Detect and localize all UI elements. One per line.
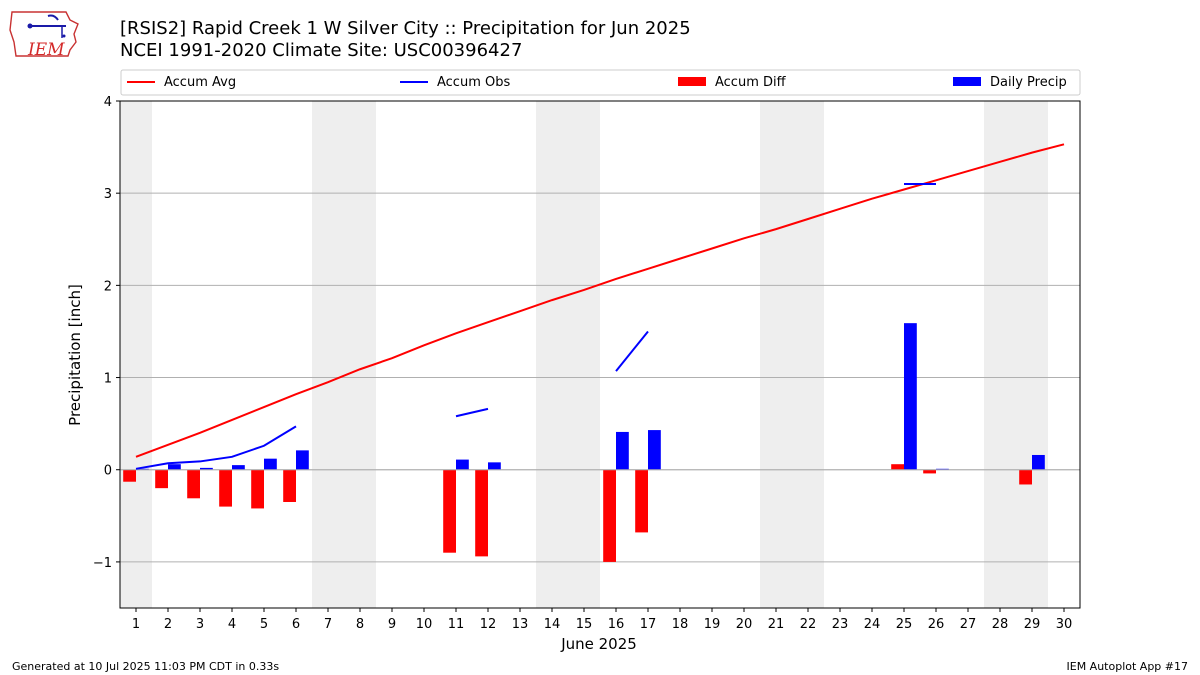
chart-subtitle: NCEI 1991-2020 Climate Site: USC00396427: [120, 40, 523, 61]
x-tick-label: 26: [928, 617, 945, 632]
logo-text: IEM: [28, 40, 65, 60]
x-tick-label: 10: [416, 617, 433, 632]
x-tick-label: 27: [960, 617, 977, 632]
legend-label-accum-avg: Accum Avg: [164, 75, 236, 90]
x-tick-label: 11: [448, 617, 465, 632]
daily-precip-bar: [296, 450, 309, 470]
weekend-band: [792, 101, 824, 608]
legend-box: [120, 69, 1081, 96]
accum-diff-bar: [635, 469, 648, 533]
x-tick-label: 20: [736, 617, 753, 632]
x-tick-label: 16: [608, 617, 625, 632]
x-tick-label: 1: [132, 617, 140, 632]
x-tick-label: 8: [356, 617, 364, 632]
app-credit: IEM Autoplot App #17: [1066, 660, 1189, 673]
x-tick-label: 18: [672, 617, 689, 632]
accum-obs-line: [135, 425, 297, 470]
weekend-band: [1016, 101, 1048, 608]
x-tick-label: 25: [896, 617, 913, 632]
accum-diff-bar: [603, 469, 616, 562]
x-tick-label: 17: [640, 617, 657, 632]
x-tick-label: 2: [164, 617, 172, 632]
weekend-band: [760, 101, 792, 608]
daily-precip-bar: [232, 465, 245, 470]
x-tick-label: 13: [512, 617, 529, 632]
weekend-band: [568, 101, 600, 608]
weekend-band: [312, 101, 344, 608]
legend-swatch-accum-diff: [678, 77, 706, 86]
daily-precip-bar: [488, 462, 501, 470]
x-tick-label: 22: [800, 617, 817, 632]
plot-frame: [119, 100, 1081, 609]
weekend-band: [984, 101, 1016, 608]
legend-swatch-daily-precip: [953, 77, 981, 86]
accum-obs-line: [615, 330, 649, 372]
accum-diff-bar: [251, 469, 264, 509]
y-tick-label: 3: [104, 187, 112, 202]
legend-label-accum-diff: Accum Diff: [715, 75, 787, 90]
accum-diff-bar: [923, 469, 936, 474]
x-tick-label: 3: [196, 617, 204, 632]
accum-obs-line: [455, 407, 489, 418]
x-tick-label: 4: [228, 617, 236, 632]
legend-label-accum-obs: Accum Obs: [437, 75, 510, 90]
x-tick-label: 12: [480, 617, 497, 632]
generated-timestamp: Generated at 10 Jul 2025 11:03 PM CDT in…: [12, 660, 280, 673]
x-tick-label: 23: [832, 617, 849, 632]
legend: Accum Avg Accum Obs Accum Diff Daily Precip: [120, 69, 1081, 96]
x-tick-label: 14: [544, 617, 561, 632]
weekend-band: [536, 101, 568, 608]
x-tick-label: 15: [576, 617, 593, 632]
y-tick-label: −1: [93, 556, 112, 571]
y-tick-label: 4: [104, 95, 112, 110]
accum-diff-bar: [123, 469, 136, 482]
x-tick-label: 29: [1024, 617, 1041, 632]
y-axis-label: Precipitation [inch]: [66, 284, 84, 426]
iowa-map-icon: [9, 11, 79, 57]
accum-diff-bar: [891, 464, 904, 470]
accum-diff-bar: [283, 469, 296, 502]
x-tick-label: 7: [324, 617, 332, 632]
daily-precip-bar: [456, 459, 469, 470]
accum-diff-bar: [187, 469, 200, 499]
x-tick-label: 30: [1056, 617, 1073, 632]
daily-precip-bar: [200, 467, 213, 470]
weekend-band: [344, 101, 376, 608]
daily-precip-bar: [648, 430, 661, 470]
daily-precip-bar: [264, 458, 277, 470]
chart-title: [RSIS2] Rapid Creek 1 W Silver City :: P…: [120, 18, 691, 39]
weekend-band: [120, 101, 152, 608]
accum-diff-bar: [475, 469, 488, 557]
daily-precip-bar: [1032, 454, 1045, 470]
x-tick-label: 19: [704, 617, 721, 632]
legend-label-daily-precip: Daily Precip: [990, 75, 1067, 90]
accum-avg-line: [135, 143, 1065, 458]
x-tick-label: 24: [864, 617, 881, 632]
accum-diff-bar: [219, 469, 232, 507]
x-tick-label: 9: [388, 617, 396, 632]
accum-diff-bar: [1019, 469, 1032, 485]
y-tick-label: 2: [104, 279, 112, 294]
iem-logo: IEM: [8, 6, 82, 60]
x-tick-label: 5: [260, 617, 268, 632]
x-axis-label: June 2025: [560, 635, 637, 653]
x-tick-label: 6: [292, 617, 300, 632]
daily-precip-bar: [616, 431, 629, 470]
y-tick-label: 1: [104, 372, 112, 387]
y-tick-label: 0: [104, 464, 112, 479]
daily-precip-bar: [904, 323, 917, 470]
x-tick-label: 21: [768, 617, 785, 632]
accum-diff-bar: [155, 469, 168, 489]
accum-diff-bar: [443, 469, 456, 553]
x-tick-label: 28: [992, 617, 1009, 632]
daily-precip-bar: [168, 464, 181, 470]
